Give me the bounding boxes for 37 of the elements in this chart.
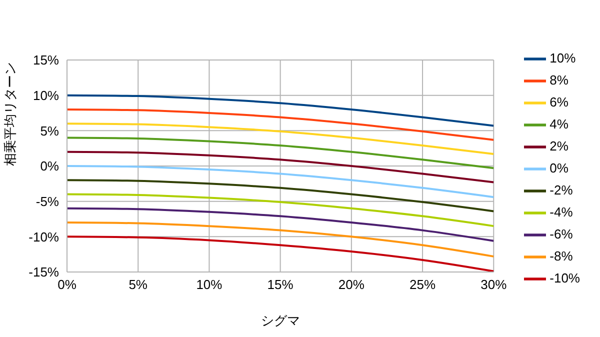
x-tick-label: 10% [196,277,223,292]
y-tick-label: 5% [40,123,60,138]
line-series [67,193,494,228]
line-series [67,207,494,242]
line-series [67,94,494,127]
y-tick-label: 15% [32,52,60,68]
y-tick-label: -10% [28,229,60,244]
y-tick-label: -5% [36,194,60,209]
legend-label: 0% [550,160,568,175]
legend-label: -6% [550,226,573,241]
x-tick-label: 30% [480,277,508,292]
x-tick-label: 20% [338,277,365,292]
x-tick-label: 5% [128,277,148,292]
legend-label: -10% [550,270,580,285]
x-tick-label: 25% [410,277,436,292]
legend-label: -8% [550,248,573,263]
y-tick-label: 0% [40,158,60,174]
line-series [67,150,494,184]
legend-label: 6% [550,94,568,109]
y-tick-label: 10% [32,88,60,103]
legend-label: 10% [550,50,576,65]
legend-label: -2% [550,182,573,197]
x-tick-label: 0% [58,277,77,292]
x-tick-label: 15% [267,277,294,292]
line-series [67,136,494,170]
y-axis-title: 相乗平均リターン [2,62,18,166]
legend-label: 8% [550,72,568,87]
line-series [67,122,494,155]
legend-label: 2% [550,138,568,153]
line-series [67,222,494,258]
legend-label: -4% [550,204,573,219]
legend-label: 4% [550,116,568,131]
y-tick-label: -15% [28,264,60,280]
line-series [67,179,494,212]
line-series [67,108,494,141]
x-axis-title: シグマ [260,313,300,328]
line-series [67,165,494,198]
